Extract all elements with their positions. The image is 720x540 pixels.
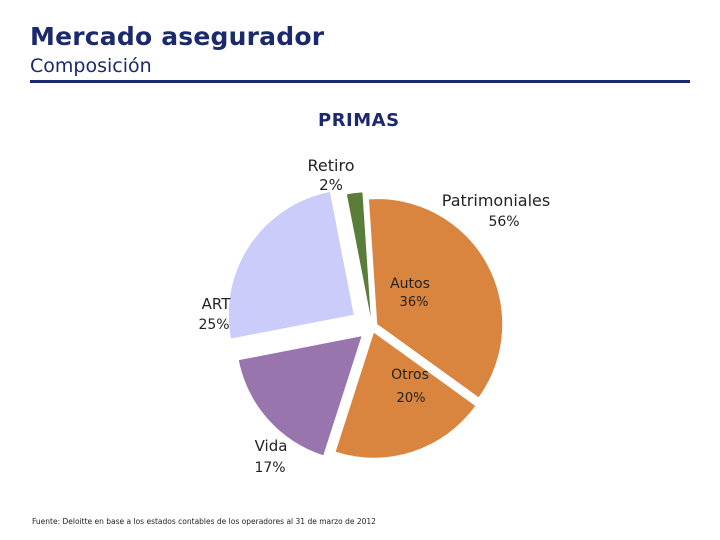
chart-title: PRIMAS bbox=[318, 110, 400, 131]
pie-slice-autos bbox=[368, 199, 503, 398]
label-art: ART bbox=[202, 295, 232, 313]
pie-slices bbox=[228, 191, 503, 458]
source-note: Fuente: Deloitte en base a los estados c… bbox=[32, 517, 376, 526]
label-otros: Otros bbox=[391, 367, 429, 383]
label-vida-pct: 17% bbox=[254, 460, 285, 476]
pie-slice-retiro bbox=[346, 192, 371, 318]
pie-slice-otros bbox=[335, 332, 476, 458]
label-otros-pct: 20% bbox=[397, 391, 426, 406]
label-group-patrimoniales-pct: 56% bbox=[488, 214, 519, 230]
label-art-pct: 25% bbox=[198, 317, 229, 333]
label-retiro: Retiro bbox=[308, 156, 355, 175]
page-title: Mercado asegurador bbox=[30, 22, 325, 51]
header-divider bbox=[30, 80, 690, 83]
label-autos: Autos bbox=[390, 276, 430, 292]
pie-slice-art bbox=[228, 191, 354, 339]
label-group-patrimoniales: Patrimoniales bbox=[442, 191, 550, 210]
label-autos-pct: 36% bbox=[400, 295, 429, 310]
label-retiro-pct: 2% bbox=[319, 176, 343, 194]
pie-slice-vida bbox=[238, 336, 362, 456]
page-subtitle: Composición bbox=[30, 55, 152, 77]
label-vida: Vida bbox=[255, 437, 288, 455]
